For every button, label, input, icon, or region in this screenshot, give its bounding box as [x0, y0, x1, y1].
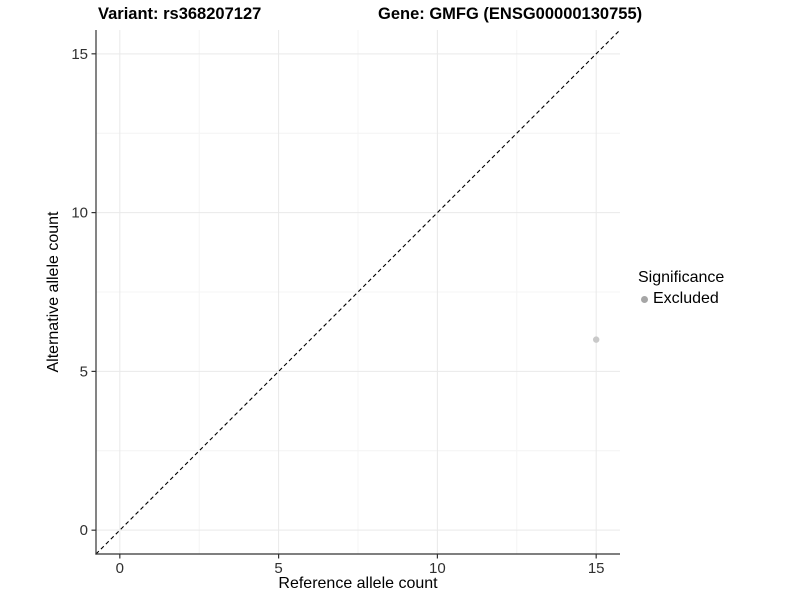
- plot-title-variant: Variant: rs368207127: [98, 5, 262, 23]
- legend-items: Excluded: [638, 290, 724, 308]
- x-tick-label: 10: [429, 560, 446, 577]
- y-axis-label: Alternative allele count: [45, 211, 62, 373]
- legend-item-label: Excluded: [653, 290, 719, 307]
- y-tick-label: 15: [71, 46, 88, 63]
- x-tick-label: 5: [274, 560, 282, 577]
- y-tick-label: 10: [71, 205, 88, 222]
- identity-reference-line: [95, 29, 621, 555]
- y-tick-label: 0: [80, 522, 88, 539]
- x-tick-label: 0: [116, 560, 124, 577]
- plot-title-gene: Gene: GMFG (ENSG00000130755): [378, 5, 643, 23]
- legend: Significance Excluded: [638, 269, 724, 308]
- y-tick-label: 5: [80, 363, 88, 380]
- x-tick-label: 15: [588, 560, 605, 577]
- legend-item: Excluded: [638, 290, 724, 308]
- data-point: [592, 336, 600, 343]
- legend-key-dot-icon: [641, 295, 648, 303]
- legend-title: Significance: [638, 269, 725, 286]
- x-axis-label: Reference allele count: [278, 575, 438, 592]
